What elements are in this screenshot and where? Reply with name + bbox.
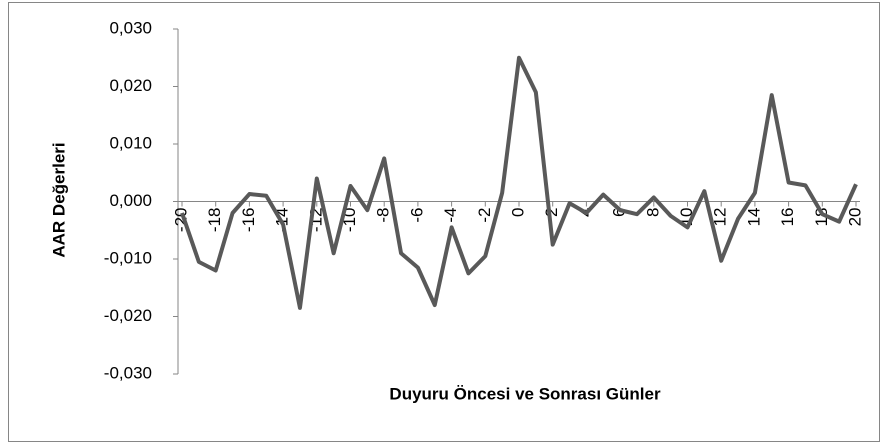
chart-border — [8, 2, 880, 442]
y-tick-label: -0,030 — [104, 363, 152, 382]
x-tick-label: -2 — [475, 208, 494, 223]
x-tick-label: 20 — [845, 208, 864, 227]
y-tick-label: 0,030 — [109, 18, 152, 37]
x-tick-label: 14 — [744, 208, 763, 227]
y-axis-label: AAR Değerleri — [49, 142, 68, 257]
x-tick-label: 0 — [508, 208, 527, 217]
x-axis-label: Duyuru Öncesi ve Sonrası Günler — [389, 384, 661, 403]
y-tick-label: 0,000 — [109, 191, 152, 210]
y-tick-label: 0,010 — [109, 133, 152, 152]
x-tick-label: 2 — [542, 208, 561, 217]
y-tick-label: -0,020 — [104, 306, 152, 325]
x-tick-label: -16 — [239, 208, 258, 233]
x-tick-label: 12 — [711, 208, 730, 227]
x-tick-label: -8 — [374, 208, 393, 223]
y-tick-label: 0,020 — [109, 76, 152, 95]
x-tick-label: 18 — [812, 208, 831, 227]
x-tick-label: 8 — [643, 208, 662, 217]
x-tick-label: 6 — [610, 208, 629, 217]
x-tick-label: -4 — [441, 208, 460, 223]
data-line — [180, 55, 858, 310]
x-tick-label: -6 — [407, 208, 426, 223]
y-tick-label: -0,010 — [104, 248, 152, 267]
x-tick-label: 16 — [778, 208, 797, 227]
x-tick-label: -18 — [205, 208, 224, 233]
